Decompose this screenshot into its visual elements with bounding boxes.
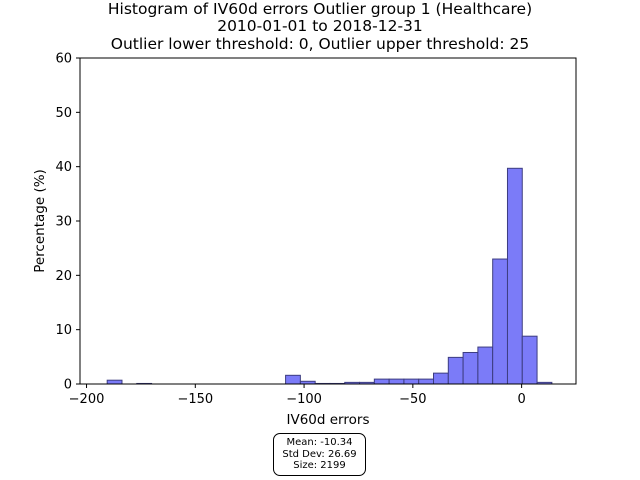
x-tick-label: 0 — [517, 392, 525, 407]
y-tick-label: 40 — [55, 160, 72, 175]
y-tick-label: 50 — [55, 106, 72, 121]
y-tick-label: 30 — [55, 215, 72, 230]
stats-size: Size: 2199 — [293, 460, 346, 471]
chart-title-line-1: Histogram of IV60d errors Outlier group … — [107, 0, 533, 18]
histogram-bar — [418, 378, 435, 385]
stats-annotation-box: Mean: -10.34 Std Dev: 26.69 Size: 2199 — [273, 433, 366, 476]
histogram-bar — [403, 378, 420, 385]
histogram-bar — [462, 351, 479, 385]
x-tick-label: −200 — [69, 392, 105, 407]
histogram-bar — [492, 258, 508, 385]
histogram-bar — [433, 372, 449, 385]
histogram-bar — [521, 335, 538, 385]
y-tick-label: 10 — [55, 323, 72, 338]
histogram-bar — [106, 379, 123, 385]
y-axis-label: Percentage (%) — [32, 169, 48, 273]
y-tick-label: 60 — [55, 52, 72, 67]
histogram-bar — [388, 378, 405, 385]
histogram-bar — [373, 378, 390, 385]
y-tick-label: 0 — [64, 378, 72, 393]
histogram-bar — [447, 356, 464, 385]
x-tick-label: −100 — [286, 392, 322, 407]
x-tick-label: −150 — [177, 392, 213, 407]
stats-std-dev: Std Dev: 26.69 — [282, 448, 357, 460]
histogram-bar — [285, 374, 301, 385]
y-tick-label: 20 — [55, 269, 72, 284]
stats-mean: Mean: -10.34 — [286, 437, 353, 448]
histogram-bar — [506, 167, 523, 385]
chart-title-line-2: 2010-01-01 to 2018-12-31 — [217, 17, 423, 35]
x-tick-label: −50 — [399, 392, 426, 407]
x-axis-label: IV60d errors — [287, 412, 370, 428]
chart-title-line-3: Outlier lower threshold: 0, Outlier uppe… — [110, 35, 530, 53]
histogram-bar — [477, 346, 494, 385]
